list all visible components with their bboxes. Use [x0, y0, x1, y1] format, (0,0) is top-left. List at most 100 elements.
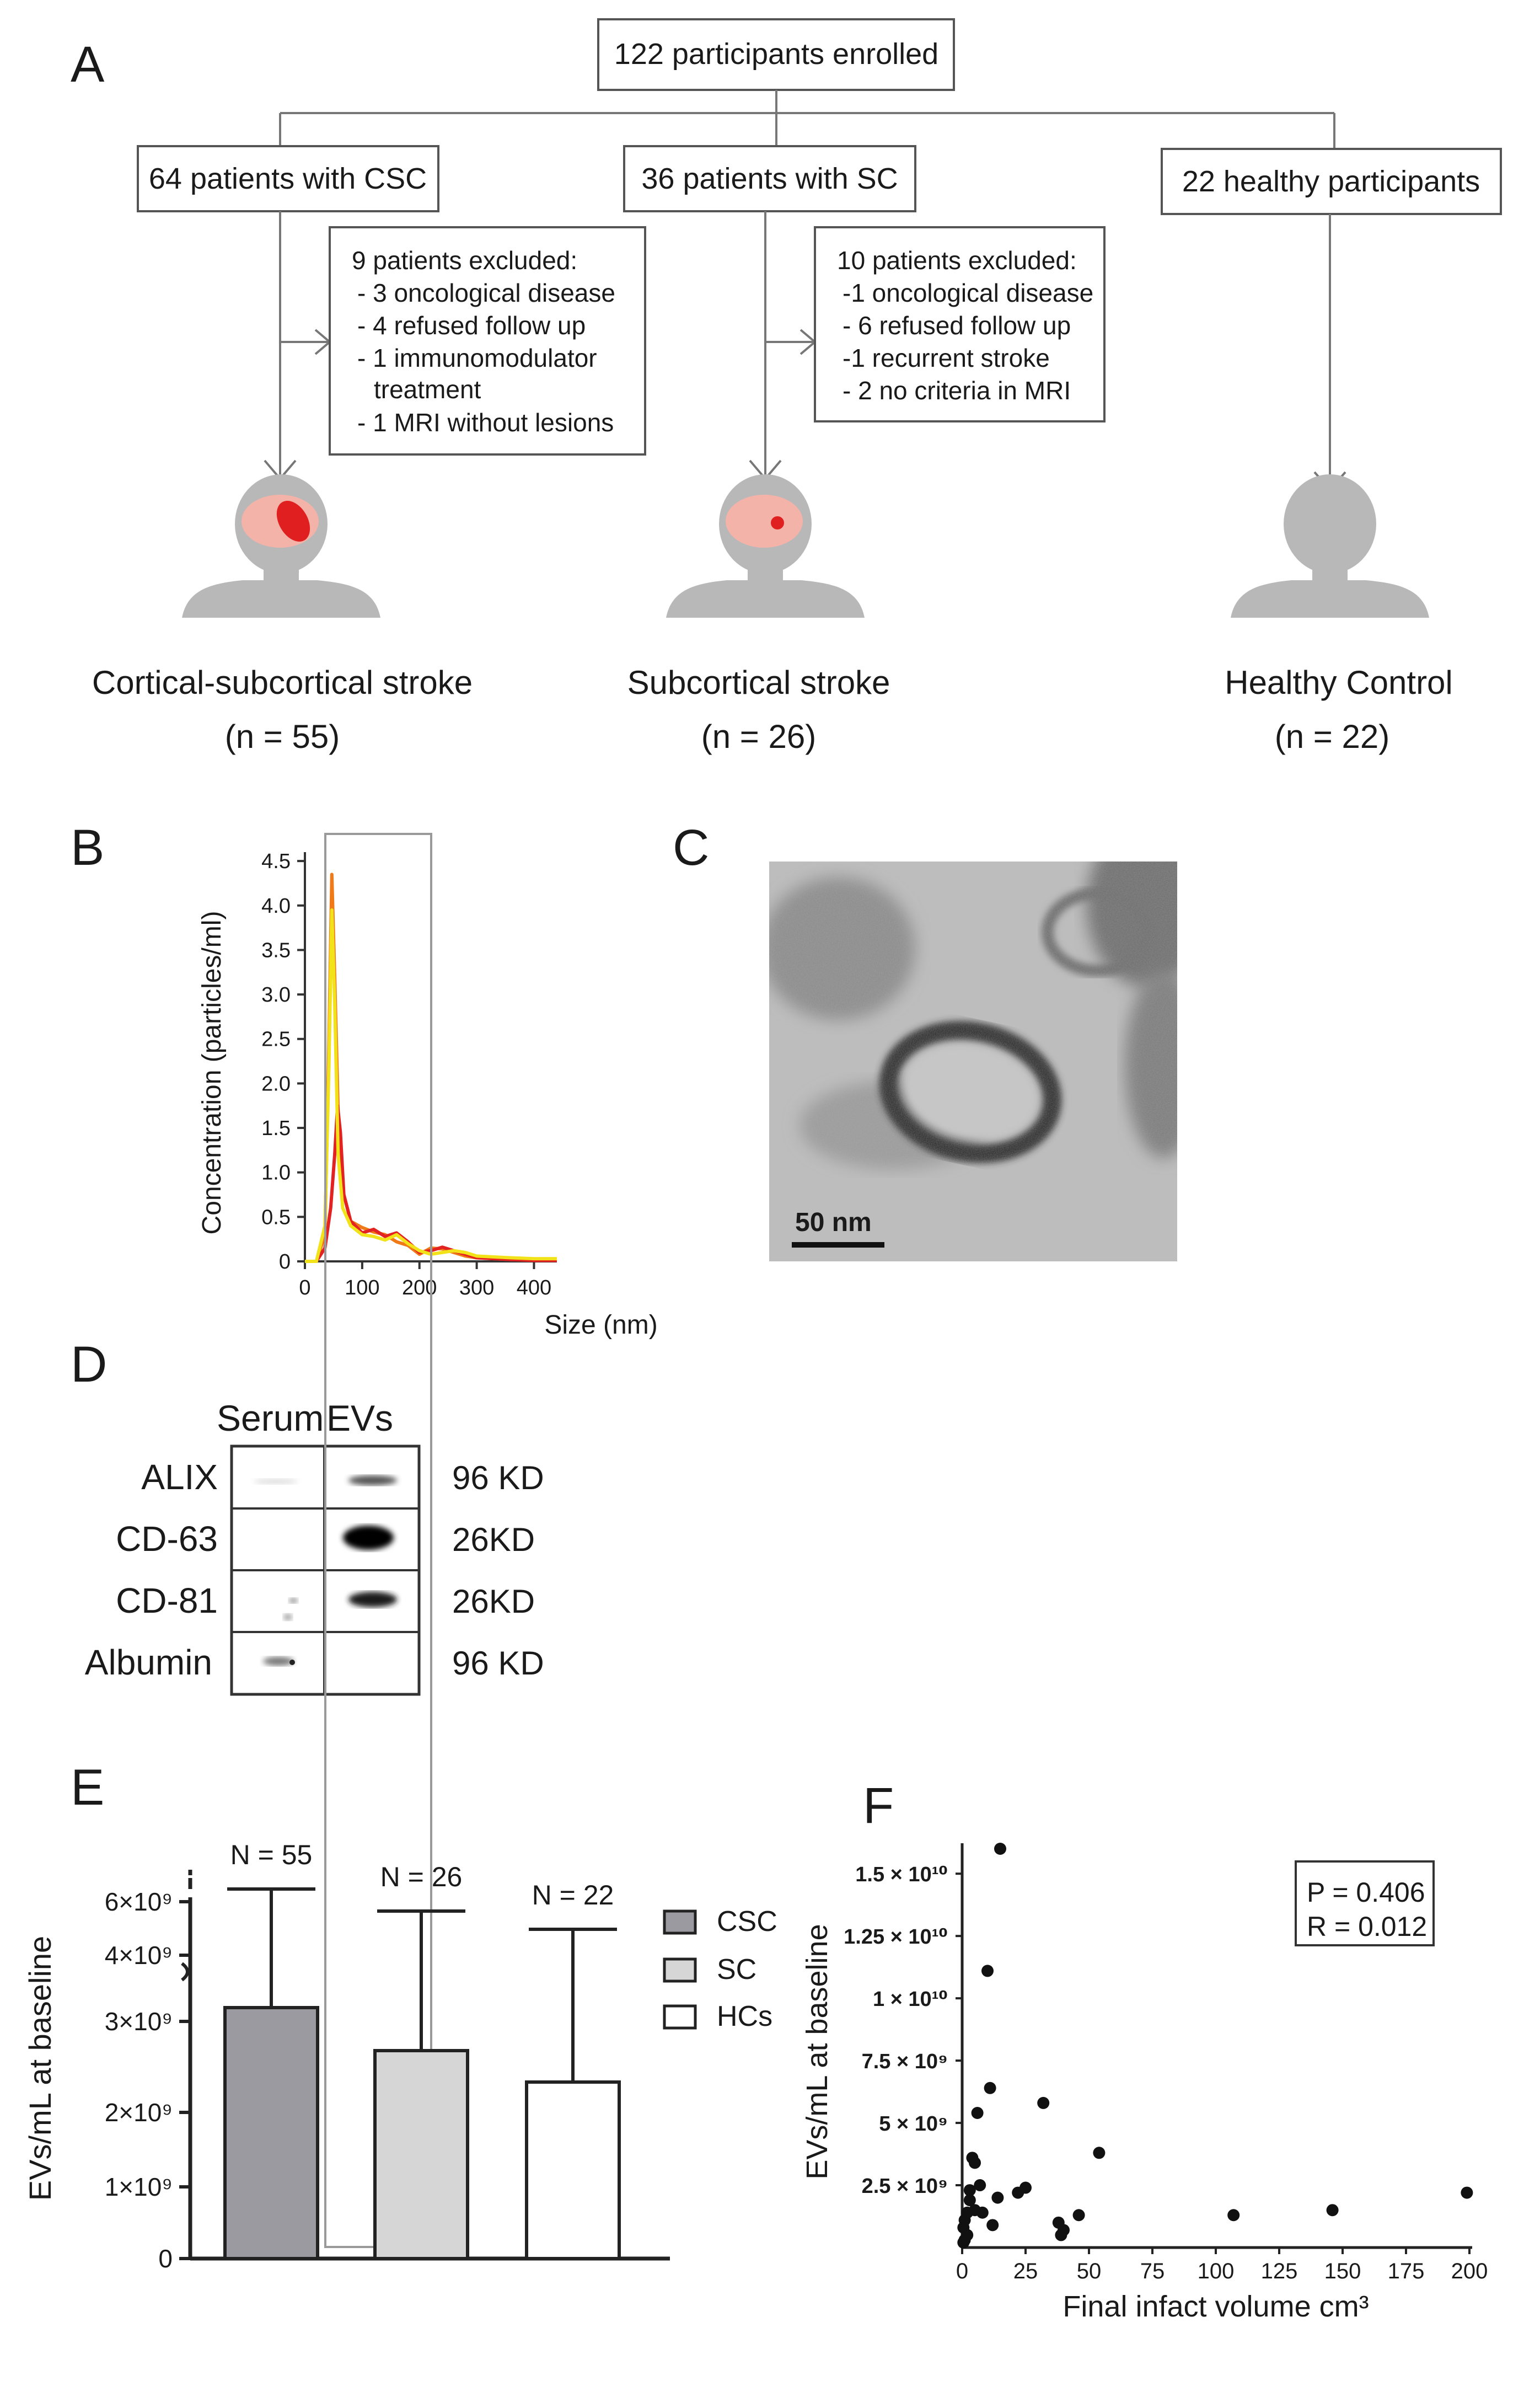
western-header-evs: EVs — [326, 1398, 393, 1438]
nta-x-tick-label: 0 — [299, 1276, 310, 1299]
scatter-point — [1461, 2186, 1473, 2199]
nta-y-tick-label: 4.0 — [261, 895, 291, 918]
scatter-point — [991, 2191, 1004, 2204]
scatter-x-tick-label: 100 — [1198, 2259, 1235, 2283]
scatter-point — [981, 1965, 994, 1977]
sc-group-box — [623, 145, 916, 212]
sc-excluded-line-4: - 2 no criteria in MRI — [843, 376, 1071, 405]
sc-head-illustration — [666, 474, 865, 618]
bar-n-label: N = 26 — [380, 1861, 463, 1892]
scatter-y-tick-label: 1 × 10¹⁰ — [873, 1988, 948, 2011]
scatter-y-tick-label: 1.25 × 10¹⁰ — [844, 1925, 948, 1949]
csc-excluded-line-4: treatment — [374, 375, 481, 404]
scatter-ylabel: EVs/mL at baseline — [801, 1924, 834, 2179]
stats-r: R = 0.012 — [1307, 1911, 1427, 1942]
nta-series-yellow — [305, 908, 557, 1263]
bar-n-label: N = 22 — [532, 1880, 614, 1911]
scatter-x-tick-label: 150 — [1324, 2259, 1361, 2283]
bar-y-tick-label: 6×10⁹ — [105, 1887, 173, 1916]
sc-arrows — [749, 211, 817, 481]
scatter-x-tick-label: 50 — [1077, 2259, 1102, 2283]
western-header-serum: Serum — [217, 1398, 324, 1438]
csc-group-text: 64 patients with CSC — [149, 162, 427, 195]
outcome-csc-name: Cortical-subcortical stroke — [92, 664, 473, 701]
outcome-sc-n: (n = 26) — [701, 718, 816, 755]
nta-y-tick-label: 2.5 — [261, 1028, 291, 1051]
enrolled-box — [597, 18, 955, 91]
bar-hcs — [525, 2080, 621, 2260]
csc-excluded-line-1: - 3 oncological disease — [357, 279, 615, 307]
sc-excluded-box — [814, 226, 1106, 422]
csc-excluded-line-2: - 4 refused follow up — [357, 311, 586, 340]
csc-excluded-line-3: - 1 immunomodulator — [357, 344, 597, 372]
legend-swatch-sc — [663, 1957, 697, 1983]
flow-connectors — [279, 90, 1335, 149]
bar-y-tick-label: 1×10⁹ — [105, 2173, 173, 2201]
scatter-point — [1019, 2181, 1032, 2194]
scatter-point — [986, 2219, 999, 2232]
band-albumin-serum — [263, 1657, 294, 1666]
nta-y-tick-label: 1.5 — [261, 1117, 291, 1140]
bar-y-tick-label: 3×10⁹ — [105, 2007, 173, 2036]
scatter-chart: 0 25 50 75 100 125 150 175 200 2.5 × 10⁹ 5 × 10⁹ 7.… — [801, 1843, 1488, 2323]
nta-y-tick-label: 4.5 — [261, 850, 291, 873]
hc-arrow — [1313, 214, 1346, 492]
panel-label-c: C — [673, 820, 709, 876]
scatter-point — [976, 2206, 989, 2219]
nta-y-tick-label: 0 — [279, 1250, 291, 1274]
scatter-x-tick-label: 125 — [1261, 2259, 1298, 2283]
scatter-x-tick-label: 175 — [1388, 2259, 1425, 2283]
band-cd81-evs — [348, 1592, 397, 1607]
bar-y-tick-label: 4×10⁹ — [105, 1941, 173, 1970]
scatter-y-tick-label: 5 × 10⁹ — [879, 2112, 948, 2136]
csc-head-illustration — [182, 474, 380, 618]
bar-sc — [373, 2049, 469, 2260]
csc-lesion — [276, 501, 310, 542]
stats-box — [1295, 1860, 1435, 1946]
bar-n-label: N = 55 — [230, 1839, 313, 1870]
bar-csc — [223, 2006, 319, 2260]
nta-y-tick-label: 1.0 — [261, 1162, 291, 1185]
legend-label-hcs: HCs — [717, 2000, 772, 2032]
nta-xlabel: Size (nm) — [544, 1310, 657, 1340]
csc-arrows — [264, 211, 332, 481]
scatter-x-tick-label: 200 — [1451, 2259, 1488, 2283]
nta-x-tick-label: 400 — [517, 1276, 551, 1299]
marker-cd63: CD-63 — [116, 1519, 218, 1559]
outcome-csc-n: (n = 55) — [225, 718, 340, 755]
marker-alix: ALIX — [141, 1457, 218, 1497]
csc-group-box — [137, 145, 439, 212]
bar-y-tick-label: 0 — [158, 2244, 173, 2273]
weight-alix: 96 KD — [452, 1459, 544, 1496]
band-alix-evs — [348, 1475, 397, 1485]
marker-cd81: CD-81 — [116, 1581, 218, 1620]
scatter-point — [1037, 2096, 1050, 2109]
nta-y-tick-label: 3.5 — [261, 939, 291, 962]
legend-label-sc: SC — [717, 1954, 756, 1986]
scatter-point — [974, 2179, 986, 2192]
scatter-y-tick-label: 2.5 × 10⁹ — [862, 2175, 948, 2198]
scatter-point — [969, 2157, 981, 2169]
outcome-hc-name: Healthy Control — [1225, 664, 1453, 701]
outcome-sc-name: Subcortical stroke — [627, 664, 890, 701]
sc-excluded-line-2: - 6 refused follow up — [843, 311, 1071, 340]
enrolled-text: 122 participants enrolled — [614, 38, 938, 71]
bar-y-tick-label: 2×10⁹ — [105, 2098, 173, 2127]
scatter-point — [1227, 2209, 1240, 2222]
stats-p: P = 0.406 — [1307, 1877, 1425, 1908]
panel-label-d: D — [71, 1336, 107, 1393]
csc-excluded-box — [329, 226, 646, 456]
panel-label-f: F — [863, 1778, 894, 1834]
csc-excluded-title: 9 patients excluded: — [352, 246, 577, 275]
scatter-point — [994, 1843, 1006, 1855]
tem-micrograph — [769, 862, 1177, 1261]
tem-scale-label: 50 nm — [795, 1208, 872, 1237]
nta-series-red — [305, 1104, 557, 1263]
legend-swatch-hcs — [663, 2004, 697, 2030]
weight-albumin: 96 KD — [452, 1645, 544, 1682]
legend-label-csc: CSC — [717, 1906, 777, 1938]
band-cd63-evs — [343, 1526, 394, 1550]
scatter-point — [1326, 2204, 1339, 2217]
sc-lesion — [771, 516, 784, 529]
